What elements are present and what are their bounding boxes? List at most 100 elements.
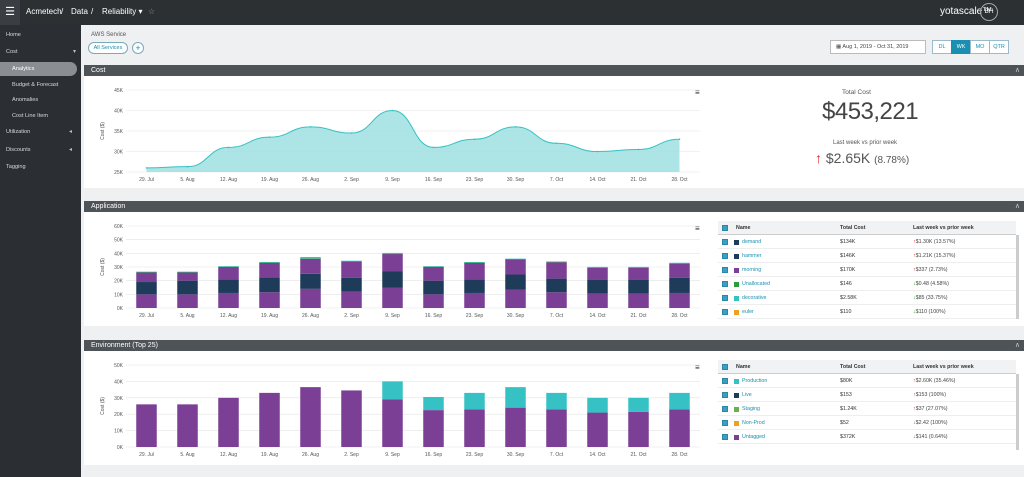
environment-bar-chart: 0K 10K 20K 30K 40K 50K Cost ($) 29. Jul 5. Aug 12… xyxy=(100,363,700,458)
application-section-header[interactable]: Application ∧ xyxy=(84,201,1024,212)
table-row[interactable]: Staging $1.24K $37 (27.07%) xyxy=(718,402,1016,416)
collapse-icon[interactable]: ∧ xyxy=(1014,203,1020,210)
row-name-link[interactable]: decorative xyxy=(742,295,767,301)
y-tick-label: 40K xyxy=(114,251,124,257)
sidebar-item-label: Tagging xyxy=(6,164,26,170)
breadcrumb-data[interactable]: Data xyxy=(71,7,88,16)
row-name-link[interactable]: Unallocated xyxy=(742,281,770,287)
row-name-link[interactable]: hammer xyxy=(742,253,762,259)
bar-segment xyxy=(546,262,567,279)
cost-section-header[interactable]: Cost ∧ xyxy=(84,65,1024,76)
sidebar-item-analytics[interactable]: Analytics xyxy=(0,62,77,76)
sidebar-item-label: Cost xyxy=(6,49,18,55)
row-name-link[interactable]: demand xyxy=(742,239,762,245)
sidebar-item-utilization[interactable]: Utilization ◂ xyxy=(6,125,72,139)
sidebar-item-anomalies[interactable]: Anomalies xyxy=(12,93,38,107)
table-row[interactable]: decorative $2.58K $85 (33.75%) xyxy=(718,291,1016,305)
select-all-checkbox[interactable] xyxy=(722,364,728,370)
row-checkbox[interactable] xyxy=(722,406,728,412)
table-row[interactable]: demand $134K $1.30K (13.57%) xyxy=(718,235,1016,249)
row-name-link[interactable]: Staging xyxy=(742,406,760,412)
avatar[interactable]: BH xyxy=(980,3,998,21)
row-change: $85 (33.75%) xyxy=(913,291,948,305)
granularity-wk-button[interactable]: WK xyxy=(951,40,971,54)
row-checkbox[interactable] xyxy=(722,253,728,259)
sidebar-item-label: Home xyxy=(6,32,21,38)
bar-segment xyxy=(546,278,567,293)
select-all-checkbox[interactable] xyxy=(722,225,728,231)
table-row[interactable]: Production $80K $2.60K (35.46%) xyxy=(718,374,1016,388)
collapse-icon[interactable]: ∧ xyxy=(1014,342,1020,349)
sidebar-item-discounts[interactable]: Discounts ◂ xyxy=(6,143,72,157)
row-change: $110 (100%) xyxy=(913,305,946,319)
bar-segment xyxy=(628,267,649,268)
row-checkbox[interactable] xyxy=(722,309,728,315)
granularity-dl-button[interactable]: DL xyxy=(932,40,952,54)
collapse-icon[interactable]: ∧ xyxy=(1014,67,1020,74)
row-name-link[interactable]: morning xyxy=(742,267,762,273)
row-checkbox[interactable] xyxy=(722,420,728,426)
row-name-link[interactable]: Untagged xyxy=(742,434,765,440)
all-services-chip[interactable]: All Services xyxy=(88,42,128,54)
x-tick-label: 21. Oct xyxy=(630,452,647,458)
chart-menu-icon[interactable]: ≡ xyxy=(695,88,700,97)
row-checkbox[interactable] xyxy=(722,434,728,440)
row-checkbox[interactable] xyxy=(722,378,728,384)
add-filter-button[interactable]: + xyxy=(132,42,144,54)
y-tick-label: 20K xyxy=(114,412,124,418)
bar-segment xyxy=(628,411,649,447)
table-row[interactable]: morning $170K $337 (2.73%) xyxy=(718,263,1016,277)
breadcrumb-acmetech[interactable]: Acmetech xyxy=(26,7,62,16)
row-checkbox[interactable] xyxy=(722,239,728,245)
scrollbar[interactable] xyxy=(1016,374,1019,450)
star-icon[interactable]: ☆ xyxy=(148,7,156,16)
table-row[interactable]: Unallocated $146 $0.48 (4.58%) xyxy=(718,277,1016,291)
bar-segment xyxy=(505,258,526,260)
column-header-total-cost[interactable]: Total Cost xyxy=(840,225,866,231)
bar-segment xyxy=(382,287,403,308)
column-header-change[interactable]: Last week vs prior week xyxy=(913,225,974,231)
row-change: $0.48 (4.58%) xyxy=(913,277,949,291)
sidebar-item-label: Utilization xyxy=(6,129,31,135)
sidebar-item-label: Budget & Forecast xyxy=(12,82,59,88)
row-checkbox[interactable] xyxy=(722,281,728,287)
table-row[interactable]: Non-Prod $52 $2.42 (100%) xyxy=(718,416,1016,430)
row-name-link[interactable]: Live xyxy=(742,392,752,398)
column-header-change[interactable]: Last week vs prior week xyxy=(913,364,974,370)
last-week-percent: (8.78%) xyxy=(874,155,910,166)
row-checkbox[interactable] xyxy=(722,267,728,273)
row-checkbox[interactable] xyxy=(722,295,728,301)
bar-segment xyxy=(341,277,362,292)
sidebar-item-cost[interactable]: Cost ▾ xyxy=(6,45,76,59)
date-range-picker[interactable]: ▦ Aug 1, 2019 - Oct 31, 2019 xyxy=(830,40,926,54)
breadcrumb-reliability[interactable]: Reliability ▾ xyxy=(102,7,143,16)
last-week-value: $2.65K xyxy=(825,150,871,166)
sidebar-item-tagging[interactable]: Tagging xyxy=(6,160,26,174)
column-header-name[interactable]: Name xyxy=(736,225,751,231)
chart-menu-icon[interactable]: ≡ xyxy=(695,224,700,233)
application-table: Name Total Cost Last week vs prior week dem… xyxy=(718,221,1016,319)
environment-section-header[interactable]: Environment (Top 25) ∧ xyxy=(84,340,1024,351)
table-row[interactable]: Live $153 $153 (100%) xyxy=(718,388,1016,402)
table-row[interactable]: euler $110 $110 (100%) xyxy=(718,305,1016,319)
table-row[interactable]: Untagged $372K $141 (0.64%) xyxy=(718,430,1016,444)
column-header-name[interactable]: Name xyxy=(736,364,751,370)
sidebar-item-budget-forecast[interactable]: Budget & Forecast xyxy=(12,78,58,92)
sidebar-item-home[interactable]: Home xyxy=(6,28,81,42)
row-name-link[interactable]: Non-Prod xyxy=(742,420,765,426)
bar-segment xyxy=(259,262,280,278)
chart-menu-icon[interactable]: ≡ xyxy=(695,363,700,372)
hamburger-icon[interactable]: ☰ xyxy=(0,0,20,25)
sidebar-item-cost-line-item[interactable]: Cost Line Item xyxy=(12,109,48,123)
x-tick-label: 2. Sep xyxy=(344,313,359,319)
scrollbar[interactable] xyxy=(1016,235,1019,319)
x-tick-label: 9. Sep xyxy=(385,313,400,319)
row-checkbox[interactable] xyxy=(722,392,728,398)
granularity-qtr-button[interactable]: QTR xyxy=(989,40,1009,54)
column-header-total-cost[interactable]: Total Cost xyxy=(840,364,866,370)
row-name-link[interactable]: Production xyxy=(742,378,768,384)
granularity-mo-button[interactable]: MO xyxy=(970,40,990,54)
bar-segment xyxy=(341,390,362,447)
row-name-link[interactable]: euler xyxy=(742,309,754,315)
table-row[interactable]: hammer $146K $1.21K (15.37%) xyxy=(718,249,1016,263)
